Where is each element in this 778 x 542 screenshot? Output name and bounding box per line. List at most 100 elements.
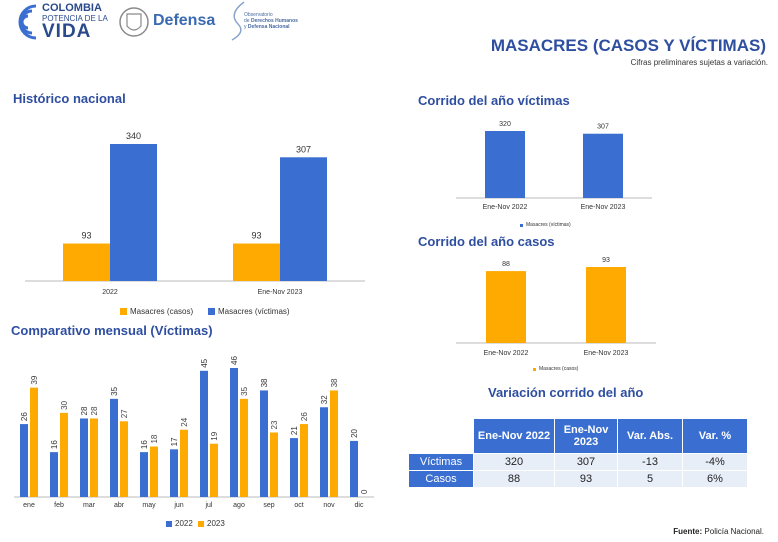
data-label: 28 bbox=[90, 406, 99, 415]
table-corner bbox=[408, 418, 474, 454]
data-label: 23 bbox=[270, 420, 279, 429]
table-cell: 307 bbox=[554, 453, 618, 471]
bar bbox=[140, 452, 148, 497]
data-label: 17 bbox=[170, 437, 179, 446]
legend-label: Masacres (víctimas) bbox=[526, 222, 571, 228]
table-cell: 5 bbox=[617, 470, 683, 488]
data-label: 26 bbox=[20, 412, 29, 421]
table-cell: -13 bbox=[617, 453, 683, 471]
data-label: 93 bbox=[81, 231, 91, 241]
section-historico-title: Histórico nacional bbox=[13, 91, 126, 106]
table-header: Ene-Nov 2022 bbox=[473, 418, 555, 454]
legend-swatch bbox=[520, 224, 523, 227]
observatory-swirl-icon bbox=[231, 1, 245, 41]
section-mensual-title: Comparativo mensual (Víctimas) bbox=[11, 323, 213, 338]
bar bbox=[30, 387, 38, 497]
data-label: 88 bbox=[502, 261, 510, 268]
bar bbox=[50, 452, 58, 497]
bar bbox=[90, 418, 98, 497]
data-label: 38 bbox=[330, 378, 339, 387]
section-variacion-title: Variación corrido del año bbox=[488, 385, 644, 400]
data-label: 27 bbox=[120, 409, 129, 418]
category-label: Ene-Nov 2023 bbox=[584, 350, 629, 357]
legend-swatch bbox=[120, 308, 127, 315]
bar bbox=[80, 418, 88, 497]
legend-swatch bbox=[198, 521, 204, 527]
bar bbox=[320, 407, 328, 497]
logo-line-3: VIDA bbox=[42, 21, 92, 42]
category-label: ago bbox=[233, 502, 245, 509]
page-title: MASACRES (CASOS Y VÍCTIMAS) bbox=[490, 36, 766, 55]
category-label: mar bbox=[83, 502, 96, 509]
category-label: abr bbox=[114, 502, 125, 509]
bar bbox=[170, 449, 178, 497]
data-label: 18 bbox=[150, 434, 159, 443]
category-label: feb bbox=[54, 502, 64, 509]
bar bbox=[110, 144, 157, 281]
bar bbox=[20, 424, 28, 497]
table-row: Casos 88 93 5 6% bbox=[408, 470, 748, 488]
table-cell: 93 bbox=[554, 470, 618, 488]
data-label: 38 bbox=[260, 378, 269, 387]
bar bbox=[586, 267, 626, 343]
bar bbox=[110, 398, 118, 497]
data-label: 26 bbox=[300, 412, 309, 421]
table-row: Víctimas 320 307 -13 -4% bbox=[408, 453, 748, 471]
data-label: 16 bbox=[140, 440, 149, 449]
bar bbox=[150, 446, 158, 497]
legend-label: Masacres (casos) bbox=[130, 307, 193, 316]
source-footer: Fuente: Policía Nacional. bbox=[673, 527, 764, 536]
bar bbox=[260, 390, 268, 497]
row-label: Víctimas bbox=[408, 453, 474, 471]
bar bbox=[270, 432, 278, 497]
legend-swatch bbox=[533, 368, 536, 371]
table-cell: -4% bbox=[682, 453, 748, 471]
data-label: 307 bbox=[296, 144, 311, 154]
category-label: Ene-Nov 2023 bbox=[258, 289, 303, 296]
logo-line-1: COLOMBIA bbox=[42, 2, 102, 14]
data-label: 35 bbox=[110, 386, 119, 395]
coat-of-arms-icon bbox=[119, 7, 149, 37]
legend-label: 2023 bbox=[207, 519, 225, 528]
logo-line-2: POTENCIA DE LA bbox=[42, 14, 108, 23]
data-label: 20 bbox=[350, 428, 359, 437]
data-label: 19 bbox=[210, 431, 219, 440]
legend-swatch bbox=[208, 308, 215, 315]
bar bbox=[486, 271, 526, 343]
category-label: jun bbox=[173, 502, 183, 509]
data-label: 35 bbox=[240, 386, 249, 395]
bar bbox=[200, 370, 208, 497]
data-label: 28 bbox=[80, 406, 89, 415]
category-label: jul bbox=[204, 502, 212, 509]
bar bbox=[280, 157, 327, 281]
data-label: 340 bbox=[126, 131, 141, 141]
table-header: Var. Abs. bbox=[617, 418, 683, 454]
bar bbox=[230, 368, 238, 497]
table-header: Var. % bbox=[682, 418, 748, 454]
table-cell: 6% bbox=[682, 470, 748, 488]
defensa-label: Defensa bbox=[153, 12, 216, 29]
bar bbox=[180, 429, 188, 497]
category-label: Ene-Nov 2022 bbox=[484, 350, 529, 357]
table-header: Ene-Nov 2023 bbox=[554, 418, 618, 454]
bar bbox=[63, 243, 110, 281]
bar bbox=[330, 390, 338, 497]
category-label: may bbox=[142, 502, 156, 509]
legend-swatch bbox=[166, 521, 172, 527]
bar bbox=[120, 421, 128, 497]
category-label: nov bbox=[323, 502, 335, 509]
legend-label: Masacres (casos) bbox=[539, 366, 579, 372]
category-label: sep bbox=[263, 502, 274, 509]
section-corrido-victimas-title: Corrido del año víctimas bbox=[418, 93, 570, 108]
section-corrido-casos-title: Corrido del año casos bbox=[418, 234, 555, 249]
legend-label: Masacres (víctimas) bbox=[218, 307, 290, 316]
category-label: Ene-Nov 2023 bbox=[581, 204, 626, 211]
category-label: Ene-Nov 2022 bbox=[483, 204, 528, 211]
category-label: 2022 bbox=[102, 289, 118, 296]
variation-table: Ene-Nov 2022 Ene-Nov 2023 Var. Abs. Var.… bbox=[408, 418, 748, 488]
data-label: 32 bbox=[320, 395, 329, 404]
colombia-logo: COLOMBIA POTENCIA DE LA VIDA bbox=[6, 2, 110, 42]
colombia-logo-icon bbox=[18, 4, 37, 40]
legend-label: 2022 bbox=[175, 519, 193, 528]
